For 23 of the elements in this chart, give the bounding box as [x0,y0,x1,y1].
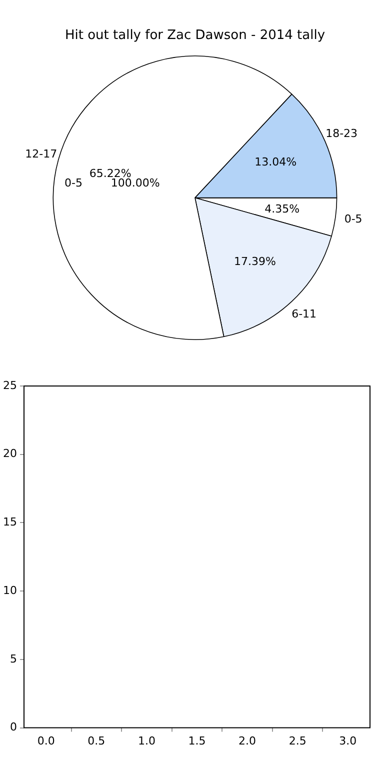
x-tick-label: 0.0 [37,734,55,748]
text: 100.00% [110,176,160,190]
x-tick-label: 1.0 [138,734,156,748]
y-tick-label: 15 [2,516,17,529]
x-tick-label: 0.5 [88,734,106,748]
y-tick-label: 10 [2,584,17,597]
slice-label: 12-17 [25,148,58,161]
slice-label: 6-11 [292,307,317,320]
y-tick-label: 25 [2,378,17,392]
slice-label: 18-23 [326,127,358,140]
data-label: 4.35% [264,202,300,216]
x-tick-label: 2.0 [238,734,256,748]
y-tick-label: 5 [10,652,17,666]
text: 0-5 [64,176,83,190]
x-tick-label: 3.0 [339,734,357,748]
chart-title: Hit out tally for Zac Dawson - 2014 tally [64,28,326,44]
x-tick-label: 2.5 [288,734,306,748]
data-label: 17.39% [234,254,276,268]
y-tick-label: 20 [2,447,17,460]
slice-label: 0-5 [344,212,362,226]
data-label: 13.04% [254,156,297,169]
x-tick-label: 1.5 [188,734,206,748]
y-tick-label: 0 [10,720,17,734]
